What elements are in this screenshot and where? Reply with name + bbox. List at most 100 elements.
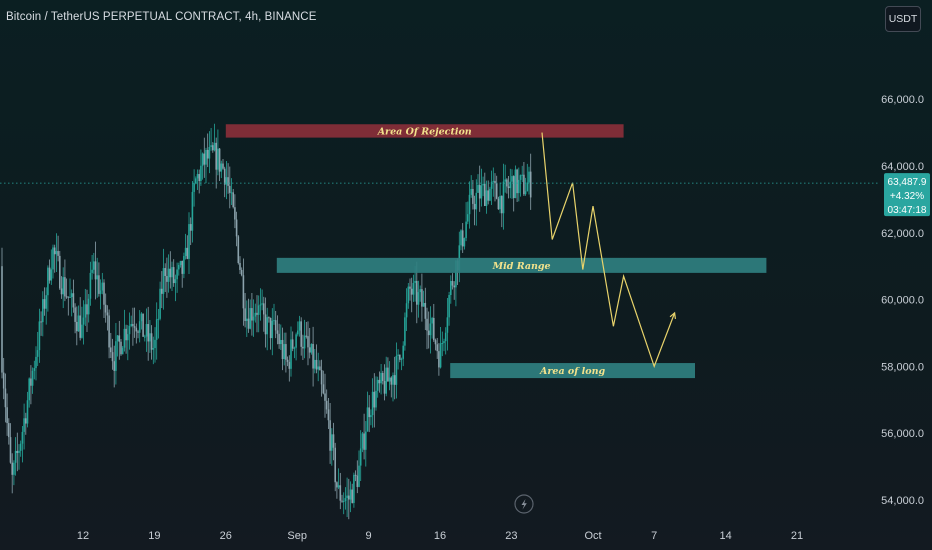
candle-body [48, 267, 51, 281]
candle-body [13, 462, 15, 475]
candle-body [50, 269, 53, 281]
candle-body [79, 315, 81, 338]
zone-box[interactable] [225, 124, 624, 138]
candle-body [492, 180, 495, 182]
candle-body [19, 443, 22, 451]
candle-body [421, 289, 423, 307]
candle-body [30, 378, 32, 386]
x-tick-label: 21 [791, 530, 803, 542]
candle-body [33, 368, 36, 371]
candle-body [307, 336, 309, 348]
candle-body [339, 485, 342, 501]
candle-body [159, 288, 161, 319]
candle-body [310, 343, 313, 353]
candle-body [385, 367, 387, 394]
candle-body [249, 308, 251, 329]
candle-body [390, 377, 393, 385]
candle-body [118, 335, 121, 342]
candle-body [23, 418, 25, 432]
candle-body [1, 266, 3, 373]
x-tick-label: 7 [651, 530, 657, 542]
candle-body [113, 361, 115, 371]
candle-body [45, 295, 47, 309]
price-axis[interactable]: 54,000.0 56,000.0 58,000.0 60,000.0 62,000.0… [881, 94, 924, 507]
candle-body [400, 358, 403, 360]
candle-body [62, 277, 64, 295]
candle-body [264, 314, 267, 335]
candle-body [433, 317, 435, 341]
candle-body [509, 181, 512, 189]
candle-body [388, 377, 391, 382]
time-axis[interactable]: 12 19 26 Sep 9 16 23 Oct 7 14 21 [77, 530, 803, 542]
candle-body [144, 336, 146, 338]
candle-body [484, 183, 486, 207]
candle-body [404, 317, 406, 346]
x-tick-label: 26 [220, 530, 232, 542]
candle-body [268, 317, 270, 319]
candle-body [370, 415, 372, 418]
candle-body [487, 190, 489, 201]
candle-body [441, 343, 444, 345]
chart-title: Bitcoin / TetherUS PERPETUAL CONTRACT, 4… [6, 11, 317, 23]
candle-body [473, 203, 476, 210]
candle-body [521, 174, 523, 176]
candle-body [514, 169, 517, 199]
candle-body [2, 372, 5, 389]
last-price-tag: 63,487.9 +4.32% 03:47:18 [884, 173, 930, 217]
candle-body [283, 344, 285, 360]
candle-body [8, 423, 10, 438]
candle-body [358, 465, 360, 487]
lightning-icon[interactable] [514, 494, 534, 514]
candle-body [424, 303, 427, 319]
candle-body [501, 195, 503, 214]
candle-body [84, 304, 87, 318]
candle-body [402, 345, 404, 359]
candle-body [43, 299, 46, 309]
candle-body [164, 268, 166, 276]
candle-body [526, 182, 529, 192]
candle-body [506, 179, 508, 187]
candle-body [523, 174, 525, 195]
candle-body [337, 485, 340, 488]
candle-body [348, 495, 350, 500]
candle-body [468, 194, 471, 215]
candle-body [380, 372, 382, 384]
candle-body [397, 354, 399, 356]
zone-box[interactable] [276, 257, 767, 273]
candle-body [111, 352, 114, 362]
candle-body [183, 256, 185, 274]
candle-body [104, 304, 107, 313]
candle-body [332, 434, 335, 448]
candle-body [161, 288, 163, 294]
candle-body [52, 247, 54, 270]
candle-body [215, 142, 217, 170]
candle-body [438, 351, 440, 368]
candle-body [302, 346, 304, 349]
candle-body [64, 277, 66, 297]
candle-body [206, 149, 209, 159]
candle-body [351, 489, 353, 503]
candle-body [280, 339, 282, 345]
candle-body [135, 327, 138, 332]
candle-body [121, 347, 124, 355]
candle-body [178, 265, 180, 270]
candle-body [499, 195, 501, 210]
candle-body [196, 174, 199, 179]
x-tick-label: 12 [77, 530, 89, 542]
candle-body [495, 183, 498, 199]
candle-body [81, 324, 83, 338]
candle-body [99, 290, 102, 294]
candle-body [344, 498, 347, 501]
candle-body [286, 359, 289, 362]
candle-body [315, 359, 318, 370]
candle-body [450, 280, 452, 296]
candle-body [472, 188, 474, 204]
candle-body [251, 308, 253, 321]
candle-body [203, 153, 206, 165]
zones-layer: Area Of Rejection Mid Range Area of long [225, 124, 767, 379]
candle-body [230, 192, 233, 194]
currency-button[interactable]: USDT [885, 6, 921, 32]
zone-box[interactable] [450, 363, 695, 379]
candle-body [208, 146, 211, 159]
